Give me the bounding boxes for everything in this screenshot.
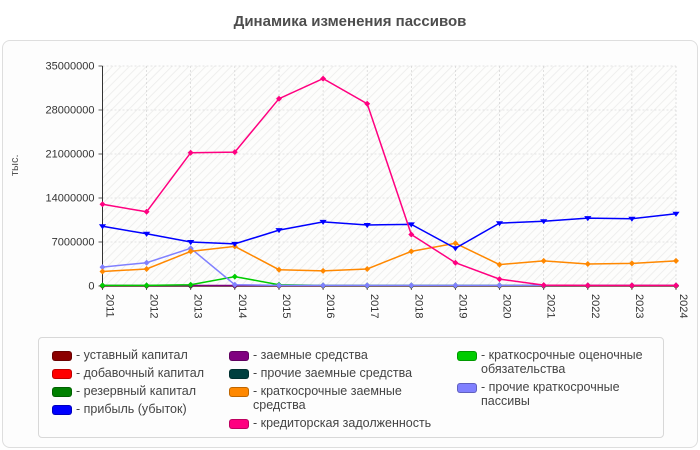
svg-text:21000000: 21000000 — [46, 149, 95, 161]
svg-text:35000000: 35000000 — [46, 61, 95, 73]
svg-text:2015: 2015 — [280, 294, 292, 318]
svg-text:2023: 2023 — [633, 294, 645, 318]
svg-text:14000000: 14000000 — [46, 193, 95, 205]
svg-text:2014: 2014 — [236, 294, 248, 318]
svg-text:2013: 2013 — [192, 294, 204, 318]
svg-text:2017: 2017 — [368, 294, 380, 318]
svg-text:2012: 2012 — [148, 294, 160, 318]
svg-text:2016: 2016 — [324, 294, 336, 318]
svg-text:2019: 2019 — [456, 294, 468, 318]
svg-text:2024: 2024 — [677, 294, 689, 318]
svg-text:7000000: 7000000 — [52, 237, 95, 249]
svg-text:2011: 2011 — [104, 294, 116, 318]
svg-text:2021: 2021 — [545, 294, 557, 318]
svg-text:28000000: 28000000 — [46, 105, 95, 117]
svg-text:0: 0 — [88, 281, 94, 293]
svg-text:2018: 2018 — [412, 294, 424, 318]
svg-text:2022: 2022 — [589, 294, 601, 318]
svg-text:2020: 2020 — [501, 294, 513, 318]
